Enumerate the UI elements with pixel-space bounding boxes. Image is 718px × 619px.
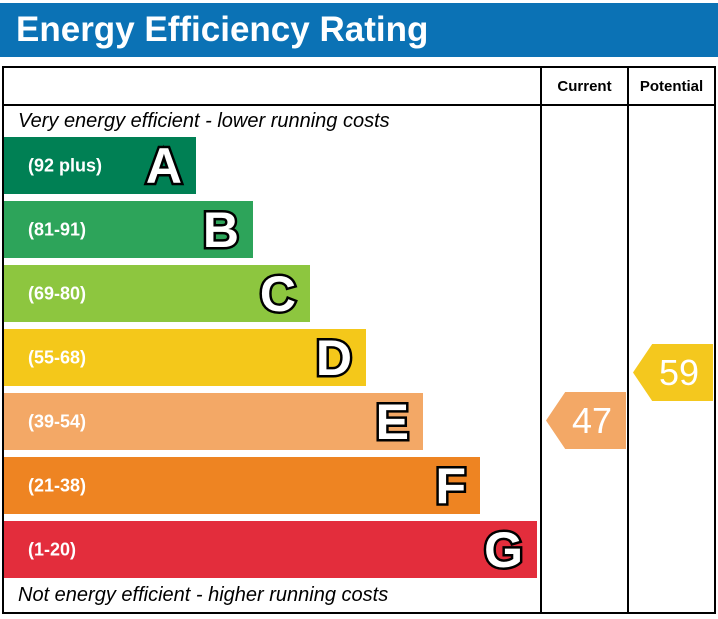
energy-rating-table: Very energy efficient - lower running co… bbox=[2, 66, 716, 614]
band-range-label: (92 plus) bbox=[28, 155, 103, 175]
band-letter: A bbox=[143, 137, 184, 194]
band-row-b: (81-91) B bbox=[4, 201, 253, 258]
band-range-label: (1-20) bbox=[28, 539, 77, 559]
column-rating-scale: Very energy efficient - lower running co… bbox=[4, 68, 540, 612]
current-header-cell: Current bbox=[542, 68, 627, 106]
bottom-caption: Not energy efficient - higher running co… bbox=[18, 583, 389, 606]
band-row-g: (1-20) G bbox=[4, 521, 537, 578]
band-row-c: (69-80) C bbox=[4, 265, 310, 322]
column-current: Current 47 bbox=[540, 68, 627, 612]
band-row-e: (39-54) E bbox=[4, 393, 423, 450]
current-rating-value: 47 bbox=[571, 399, 613, 441]
potential-rating-value: 59 bbox=[658, 351, 700, 393]
band-letter: C bbox=[257, 265, 298, 322]
band-row-a: (92 plus) A bbox=[4, 137, 196, 194]
title-bar: Energy Efficiency Rating bbox=[0, 3, 718, 57]
band-letter: D bbox=[313, 329, 354, 386]
bands: (92 plus) A (81-91) B (69-80) C (55-68) D (39-54… bbox=[4, 137, 540, 578]
band-letter: E bbox=[373, 393, 411, 450]
band-range-label: (39-54) bbox=[28, 411, 87, 431]
column-potential: Potential 59 bbox=[627, 68, 714, 612]
potential-rating-arrow: 59 bbox=[633, 344, 713, 401]
page-title: Energy Efficiency Rating bbox=[16, 10, 429, 49]
band-row-d: (55-68) D bbox=[4, 329, 366, 386]
band-range-label: (81-91) bbox=[28, 219, 87, 239]
band-range-label: (69-80) bbox=[28, 283, 87, 303]
potential-header-cell: Potential bbox=[629, 68, 714, 106]
band-range-label: (21-38) bbox=[28, 475, 87, 495]
band-range-label: (55-68) bbox=[28, 347, 87, 367]
top-caption: Very energy efficient - lower running co… bbox=[18, 110, 390, 132]
band-row-f: (21-38) F bbox=[4, 457, 480, 514]
band-letter: G bbox=[482, 521, 526, 578]
current-rating-arrow: 47 bbox=[546, 392, 626, 449]
band-letter: B bbox=[200, 201, 241, 258]
band-letter: F bbox=[433, 457, 468, 514]
rating-scale-header-cell bbox=[4, 68, 540, 106]
